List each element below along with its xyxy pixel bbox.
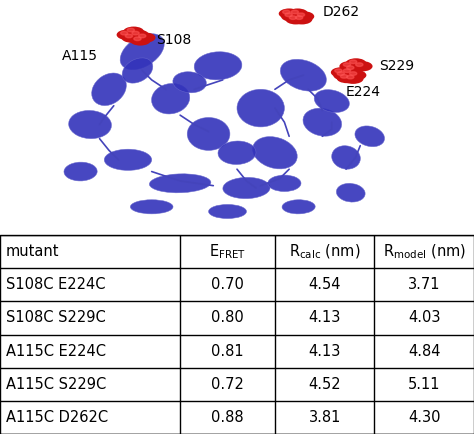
Ellipse shape: [122, 58, 153, 83]
Ellipse shape: [130, 200, 173, 214]
Text: D262: D262: [322, 5, 359, 19]
Text: S108C S229C: S108C S229C: [6, 310, 105, 326]
Text: $\mathregular{R_{model}}$ (nm): $\mathregular{R_{model}}$ (nm): [383, 242, 465, 261]
Circle shape: [346, 70, 366, 80]
Text: 5.11: 5.11: [408, 377, 440, 392]
Ellipse shape: [237, 89, 284, 127]
Circle shape: [346, 75, 354, 79]
Ellipse shape: [64, 162, 97, 181]
Circle shape: [130, 35, 151, 46]
Circle shape: [333, 70, 354, 80]
Text: 3.71: 3.71: [408, 277, 440, 292]
Circle shape: [120, 31, 128, 35]
Ellipse shape: [152, 83, 190, 114]
Ellipse shape: [120, 34, 164, 69]
Ellipse shape: [268, 175, 301, 191]
Text: $\mathregular{E_{FRET}}$: $\mathregular{E_{FRET}}$: [209, 242, 246, 261]
Text: 4.54: 4.54: [309, 277, 341, 292]
Text: 0.70: 0.70: [211, 277, 244, 292]
Circle shape: [343, 64, 364, 75]
Circle shape: [285, 13, 292, 16]
Circle shape: [138, 34, 146, 38]
Ellipse shape: [253, 137, 297, 169]
Text: A115C E224C: A115C E224C: [6, 344, 106, 358]
Circle shape: [335, 69, 342, 72]
Ellipse shape: [282, 200, 315, 214]
Circle shape: [346, 58, 366, 69]
Circle shape: [121, 33, 142, 43]
Circle shape: [135, 33, 155, 43]
Ellipse shape: [194, 52, 242, 80]
Text: S108: S108: [156, 33, 191, 47]
Text: E224: E224: [346, 85, 381, 99]
Circle shape: [285, 14, 306, 24]
Circle shape: [127, 28, 135, 32]
Circle shape: [292, 14, 312, 24]
Circle shape: [125, 34, 133, 38]
Text: 4.52: 4.52: [309, 377, 341, 392]
Circle shape: [132, 31, 139, 35]
Ellipse shape: [314, 90, 349, 112]
Text: 4.13: 4.13: [309, 310, 341, 326]
Circle shape: [123, 26, 144, 37]
Circle shape: [128, 30, 149, 40]
Ellipse shape: [332, 146, 360, 169]
Ellipse shape: [337, 183, 365, 202]
Text: S229: S229: [379, 59, 414, 73]
Text: A115: A115: [62, 49, 98, 63]
Text: A115C S229C: A115C S229C: [6, 377, 106, 392]
Text: 4.03: 4.03: [408, 310, 440, 326]
Text: 3.81: 3.81: [309, 410, 341, 425]
Text: 0.88: 0.88: [211, 410, 244, 425]
Circle shape: [279, 8, 300, 19]
Text: 0.80: 0.80: [211, 310, 244, 326]
Circle shape: [356, 63, 363, 66]
Ellipse shape: [149, 174, 211, 193]
Circle shape: [340, 75, 348, 78]
Circle shape: [337, 72, 345, 76]
Circle shape: [343, 69, 351, 72]
Ellipse shape: [303, 108, 342, 136]
Text: 0.72: 0.72: [211, 377, 244, 392]
Circle shape: [289, 16, 297, 20]
Circle shape: [349, 60, 357, 64]
Circle shape: [295, 16, 303, 20]
Circle shape: [352, 61, 373, 72]
Ellipse shape: [173, 72, 206, 93]
Circle shape: [291, 10, 299, 14]
Text: S108C E224C: S108C E224C: [6, 277, 105, 292]
Circle shape: [339, 61, 360, 72]
Ellipse shape: [209, 204, 246, 219]
Circle shape: [283, 10, 290, 14]
Ellipse shape: [104, 149, 152, 171]
Circle shape: [343, 63, 351, 66]
Circle shape: [349, 72, 357, 76]
Circle shape: [287, 8, 308, 19]
Ellipse shape: [355, 126, 384, 147]
Circle shape: [339, 67, 360, 78]
Ellipse shape: [223, 178, 270, 199]
Text: mutant: mutant: [6, 244, 59, 259]
Ellipse shape: [218, 141, 256, 164]
Circle shape: [343, 73, 364, 84]
Ellipse shape: [280, 59, 327, 91]
Ellipse shape: [187, 118, 230, 151]
Text: 4.13: 4.13: [309, 344, 341, 358]
Circle shape: [134, 37, 141, 41]
Circle shape: [331, 67, 352, 78]
Text: 4.30: 4.30: [408, 410, 440, 425]
Circle shape: [346, 66, 354, 69]
Ellipse shape: [91, 73, 127, 105]
Circle shape: [293, 11, 314, 22]
Circle shape: [281, 11, 302, 22]
Text: $\mathregular{R_{calc}}$ (nm): $\mathregular{R_{calc}}$ (nm): [289, 242, 360, 261]
Ellipse shape: [69, 111, 111, 138]
Text: A115C D262C: A115C D262C: [6, 410, 108, 425]
Circle shape: [337, 73, 357, 83]
Text: 0.81: 0.81: [211, 344, 244, 358]
Circle shape: [297, 13, 305, 16]
Text: 4.84: 4.84: [408, 344, 440, 358]
Circle shape: [117, 30, 137, 40]
